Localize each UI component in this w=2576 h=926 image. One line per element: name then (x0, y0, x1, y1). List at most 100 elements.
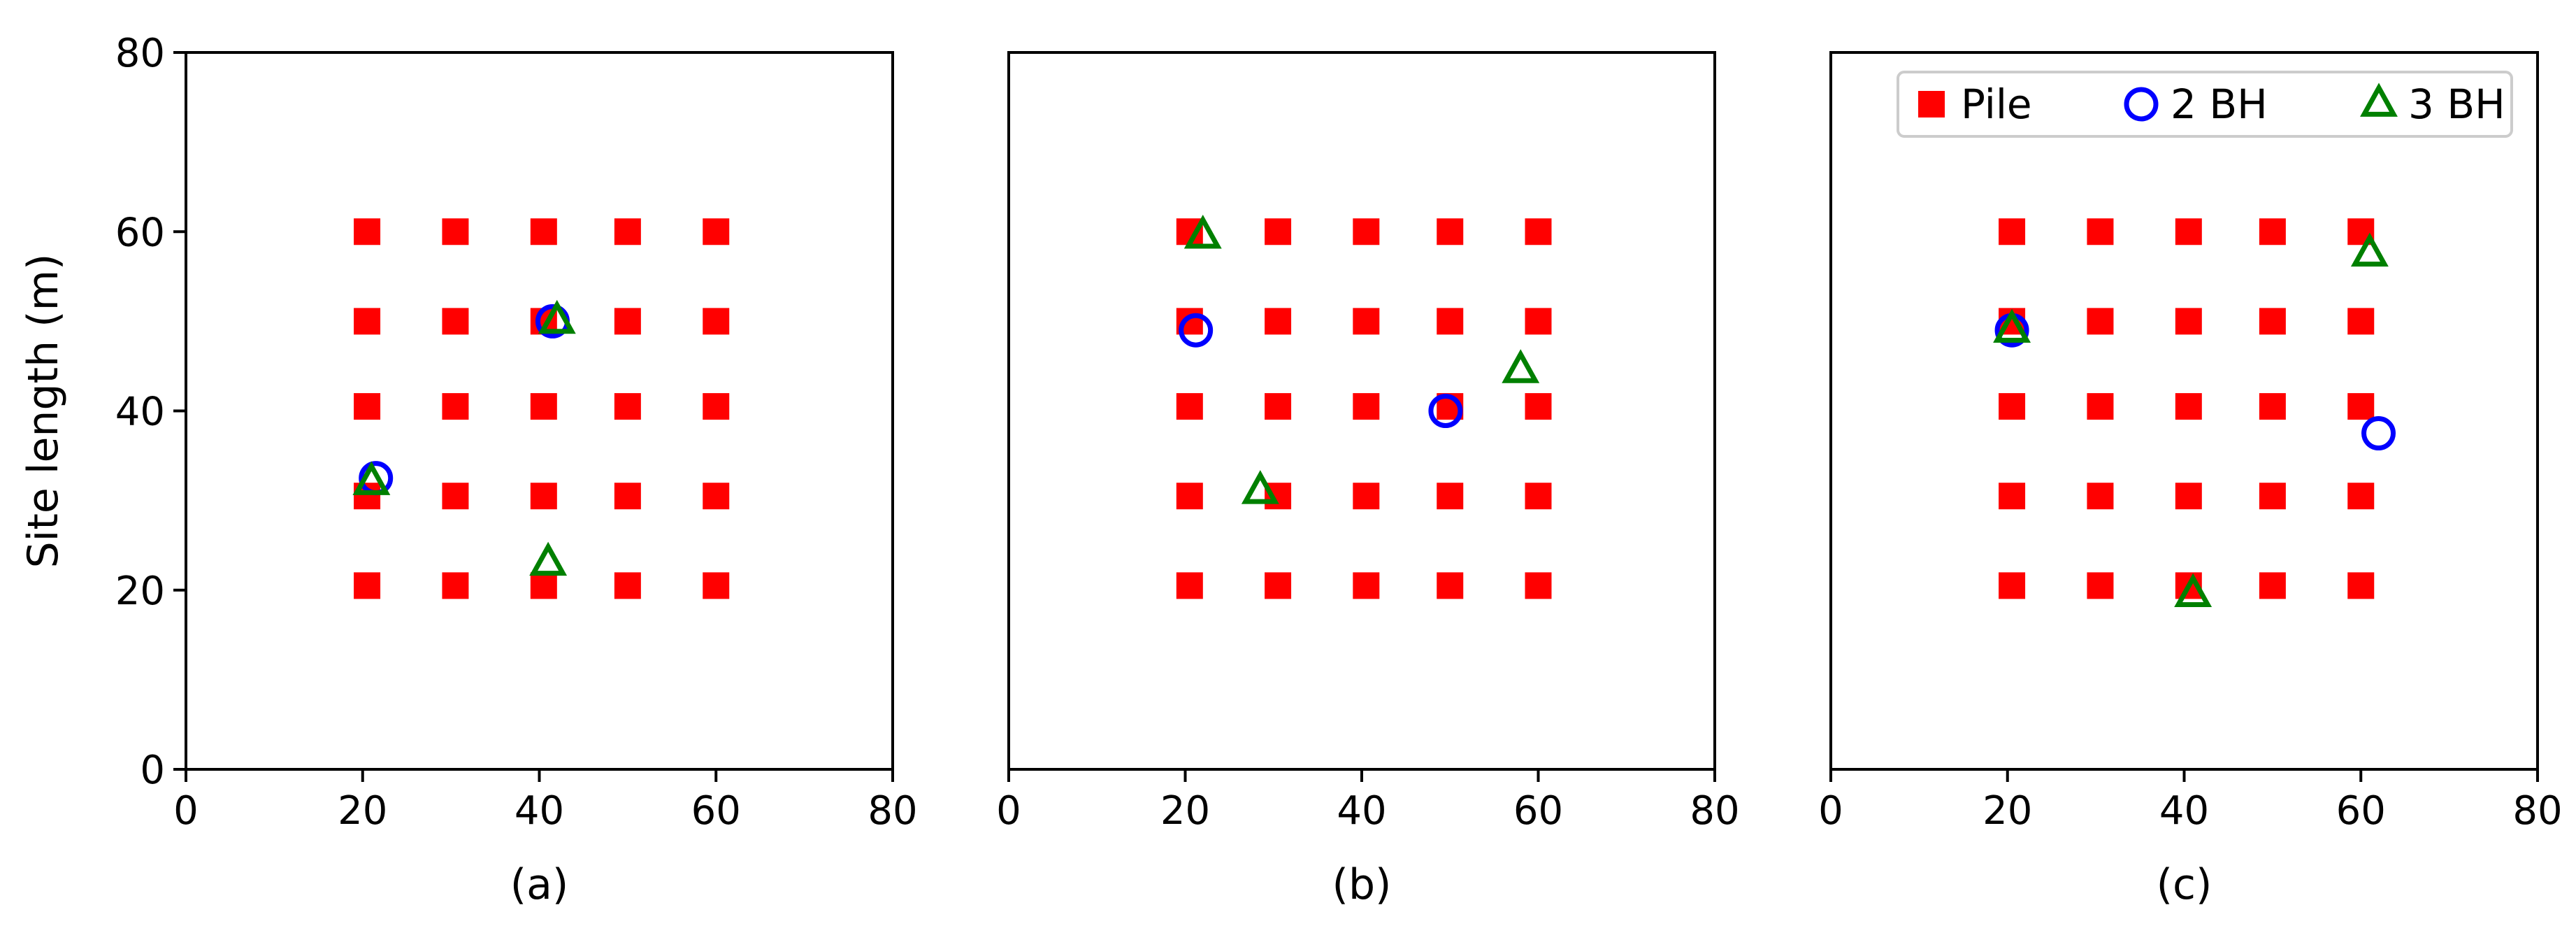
pile-marker (1265, 218, 1292, 245)
pile-marker (2087, 308, 2114, 335)
x-tick-label: 0 (996, 788, 1021, 834)
borehole-3bh-marker (1502, 349, 1540, 383)
pile-marker (530, 483, 557, 510)
legend-frame (1897, 71, 2513, 138)
x-tick-label: 0 (173, 788, 199, 834)
legend-label: Pile (1961, 80, 2032, 128)
pile-marker (442, 218, 469, 245)
pile-marker (2175, 483, 2202, 510)
pile-marker (2175, 218, 2202, 245)
pile-marker (1999, 218, 2026, 245)
pile-marker (1525, 308, 1552, 335)
x-tick-label: 0 (1818, 788, 1843, 834)
legend-3bh-marker (2360, 83, 2398, 117)
pile-marker (354, 393, 381, 420)
pile-marker (614, 572, 641, 599)
pile-marker (1525, 572, 1552, 599)
x-tick-label: 20 (338, 788, 387, 834)
pile-marker (1265, 393, 1292, 420)
x-tick-label: 80 (2512, 788, 2562, 834)
pile-marker (1176, 393, 1203, 420)
borehole-3bh-marker (1183, 215, 1222, 249)
pile-marker (442, 308, 469, 335)
panel-2: 0 20 40 60 80 (b) (996, 51, 1740, 909)
pile-marker (1353, 393, 1380, 420)
pile-marker (1525, 393, 1552, 420)
y-axis-label: Site length (m) (19, 254, 68, 569)
x-tick-label: 80 (1690, 788, 1739, 834)
panel-label: (a) (510, 860, 569, 909)
series-pile (354, 218, 730, 599)
x-tick-label: 80 (868, 788, 917, 834)
pile-marker (354, 218, 381, 245)
y-tick-label: 60 (115, 210, 165, 255)
borehole-3bh-marker (2174, 573, 2212, 608)
pile-marker (2259, 572, 2286, 599)
pile-marker (703, 218, 730, 245)
pile-marker (1353, 308, 1380, 335)
pile-marker (530, 218, 557, 245)
x-tick-label: 60 (2336, 788, 2386, 834)
pile-marker (703, 393, 730, 420)
borehole-3bh-marker (529, 541, 568, 576)
borehole-2bh-marker (2361, 416, 2396, 451)
pile-marker (2259, 308, 2286, 335)
pile-marker (442, 572, 469, 599)
pile-marker (703, 572, 730, 599)
pile-marker (1999, 483, 2026, 510)
borehole-2bh-marker (1179, 313, 1214, 348)
panel-1: 0 20 40 60 80 0 20 40 60 80 Site length (m) (a) (19, 31, 918, 909)
pile-marker (530, 393, 557, 420)
pile-marker (2347, 308, 2375, 335)
pile-marker (614, 218, 641, 245)
x-tick-label: 20 (1160, 788, 1210, 834)
borehole-2bh-marker (1428, 394, 1463, 428)
pile-marker (1999, 572, 2026, 599)
pile-marker (614, 308, 641, 335)
pile-marker (614, 393, 641, 420)
pile-marker (2259, 393, 2286, 420)
pile-marker (2175, 308, 2202, 335)
pile-marker (614, 483, 641, 510)
panel-label: (b) (1332, 860, 1392, 909)
pile-marker (2087, 572, 2114, 599)
pile-marker (2087, 218, 2114, 245)
legend-label: 3 BH (2408, 80, 2505, 128)
series-3-bh (352, 299, 576, 576)
y-tick-label: 20 (115, 569, 165, 614)
pile-marker (1176, 572, 1203, 599)
pile-marker (442, 483, 469, 510)
pile-marker (1437, 218, 1464, 245)
pile-marker (1353, 483, 1380, 510)
pile-marker (703, 308, 730, 335)
pile-marker (1353, 218, 1380, 245)
pile-marker (1999, 393, 2026, 420)
series-3-bh (1183, 215, 1540, 504)
y-tick-label: 40 (115, 390, 165, 435)
pile-marker (2259, 218, 2286, 245)
series-3-bh (1993, 232, 2389, 608)
series-2-bh (1179, 313, 1463, 428)
pile-marker (2347, 393, 2375, 420)
panel-3: 0 20 40 60 80 (c) Pile 2 BH 3 BH (1818, 51, 2563, 909)
borehole-3bh-marker (1993, 308, 2031, 343)
x-tick-label: 20 (1983, 788, 2032, 834)
legend: Pile 2 BH 3 BH (1897, 71, 2513, 138)
series-pile (1176, 218, 1552, 599)
y-tick-label: 80 (115, 31, 165, 76)
x-tick-label: 40 (2159, 788, 2209, 834)
pile-marker (354, 572, 381, 599)
panel-label: (c) (2157, 860, 2212, 909)
pile-marker (1437, 308, 1464, 335)
borehole-3bh-marker (352, 461, 391, 495)
pile-marker (2087, 483, 2114, 510)
pile-marker (1437, 572, 1464, 599)
pile-marker (442, 393, 469, 420)
x-tick-label: 60 (1513, 788, 1563, 834)
pile-marker (354, 308, 381, 335)
pile-marker (2347, 572, 2375, 599)
legend-label: 2 BH (2171, 80, 2268, 128)
borehole-3bh-marker (538, 299, 576, 334)
